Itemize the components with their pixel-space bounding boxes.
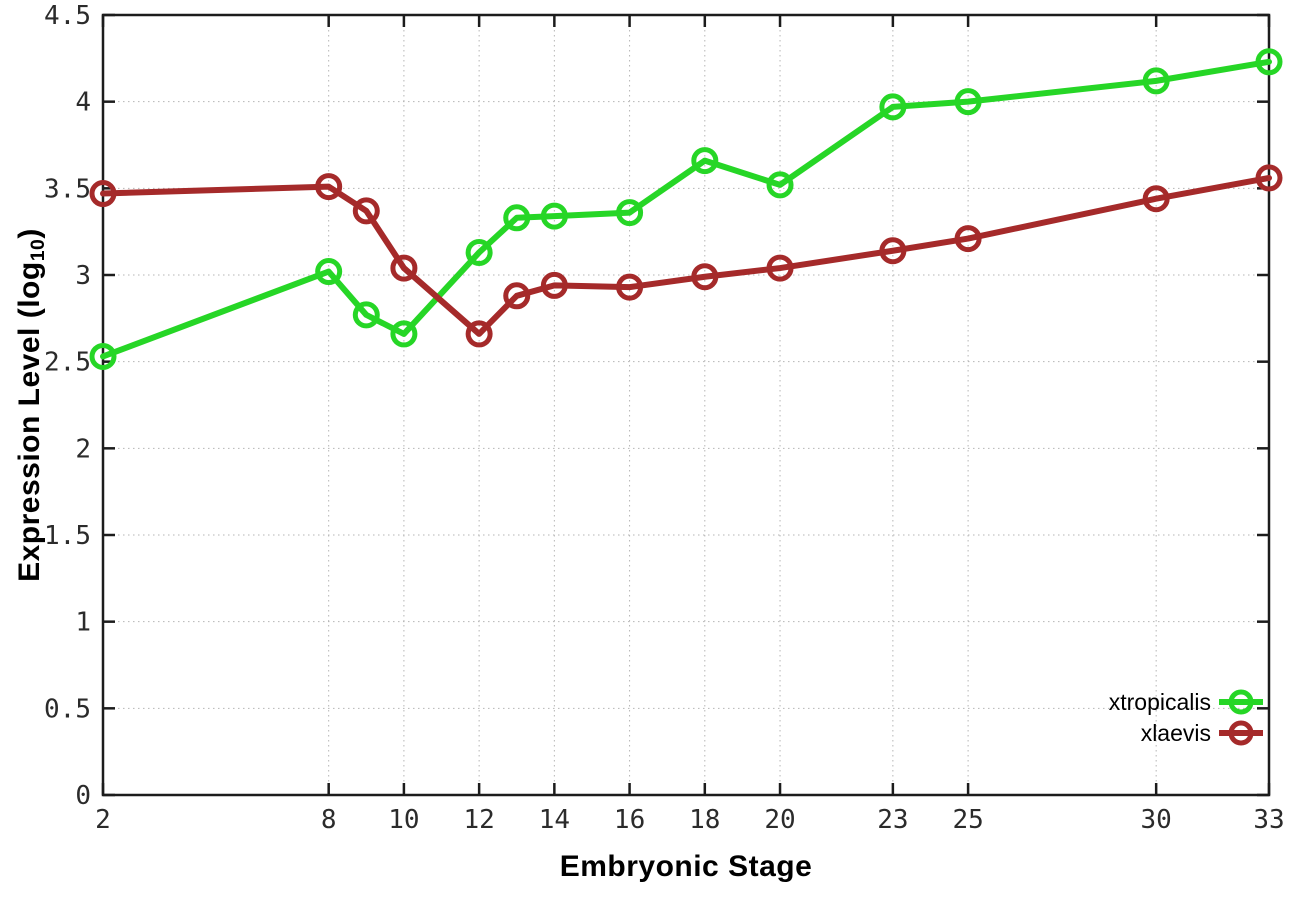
data-point-xlaevis-30 — [1142, 185, 1170, 213]
data-point-xtropicalis-16 — [616, 199, 644, 227]
series-line-xlaevis — [100, 174, 1272, 337]
y-tick-label: 3 — [75, 261, 91, 291]
legend-marker-circle-xtropicalis — [1228, 689, 1254, 715]
data-point-xlaevis-2 — [89, 180, 117, 208]
legend-label-xlaevis: xlaevis — [1141, 720, 1211, 746]
data-point-xtropicalis-9 — [352, 301, 380, 329]
x-tick-label: 2 — [95, 805, 111, 835]
x-tick-label: 30 — [1141, 805, 1172, 835]
data-point-xtropicalis-10 — [390, 320, 418, 348]
data-point-xtropicalis-30 — [1142, 67, 1170, 95]
data-point-xlaevis-9 — [352, 197, 380, 225]
x-tick-label: 12 — [463, 805, 494, 835]
data-point-xlaevis-25 — [954, 225, 982, 253]
y-tick-label: 4.5 — [44, 1, 91, 31]
x-tick-label: 8 — [321, 805, 337, 835]
x-tick-label: 23 — [877, 805, 908, 835]
y-tick-label: 0 — [75, 781, 91, 811]
data-point-xtropicalis-2 — [89, 342, 117, 370]
y-axis-title-text: Expression Level (log — [13, 261, 46, 582]
y-tick-label: 2 — [75, 434, 91, 464]
y-tick-label: 1 — [75, 608, 91, 638]
data-point-xtropicalis-14 — [540, 202, 568, 230]
data-point-xlaevis-18 — [691, 263, 719, 291]
data-point-xlaevis-12 — [465, 320, 493, 348]
x-tick-label: 25 — [952, 805, 983, 835]
data-point-xlaevis-14 — [540, 271, 568, 299]
data-point-xtropicalis-13 — [503, 204, 531, 232]
legend-marker-circle-xlaevis — [1228, 720, 1254, 746]
x-tick-label: 16 — [614, 805, 645, 835]
y-tick-label: 1.5 — [44, 521, 91, 551]
data-point-xtropicalis-25 — [954, 88, 982, 116]
y-tick-label: 4 — [75, 88, 91, 118]
data-point-xtropicalis-18 — [691, 147, 719, 175]
data-point-xlaevis-10 — [390, 254, 418, 282]
data-point-xlaevis-23 — [879, 237, 907, 265]
plot-border — [101, 13, 1271, 797]
data-point-xtropicalis-20 — [766, 171, 794, 199]
y-axis-title: Expression Level (log10) — [13, 228, 50, 582]
legend-label-xtropicalis: xtropicalis — [1109, 689, 1211, 715]
x-axis-title: Embryonic Stage — [559, 850, 813, 883]
chart-generated-layer: 2 8 10 12 14 16 18 20 23 25 30 33 0 0.5 1 1.5 2 2.5 3 3.5 4 4… — [44, 1, 1285, 835]
data-point-xlaevis-8 — [315, 173, 343, 201]
data-point-xlaevis-33 — [1255, 164, 1283, 192]
data-point-xtropicalis-8 — [315, 258, 343, 286]
x-tick-label: 33 — [1253, 805, 1284, 835]
data-point-xtropicalis-33 — [1255, 48, 1283, 76]
y-tick-label: 3.5 — [44, 174, 91, 204]
y-axis-title-close: ) — [13, 228, 46, 239]
x-tick-label: 10 — [388, 805, 419, 835]
y-axis-title-subscript: 10 — [27, 238, 50, 262]
x-tick-label: 14 — [539, 805, 570, 835]
data-point-xlaevis-20 — [766, 254, 794, 282]
data-point-xlaevis-16 — [616, 273, 644, 301]
data-point-xlaevis-13 — [503, 282, 531, 310]
x-tick-label: 20 — [764, 805, 795, 835]
data-point-xtropicalis-12 — [465, 238, 493, 266]
x-tick-label: 18 — [689, 805, 720, 835]
y-tick-label: 0.5 — [44, 694, 91, 724]
data-point-xtropicalis-23 — [879, 93, 907, 121]
y-tick-label: 2.5 — [44, 348, 91, 378]
